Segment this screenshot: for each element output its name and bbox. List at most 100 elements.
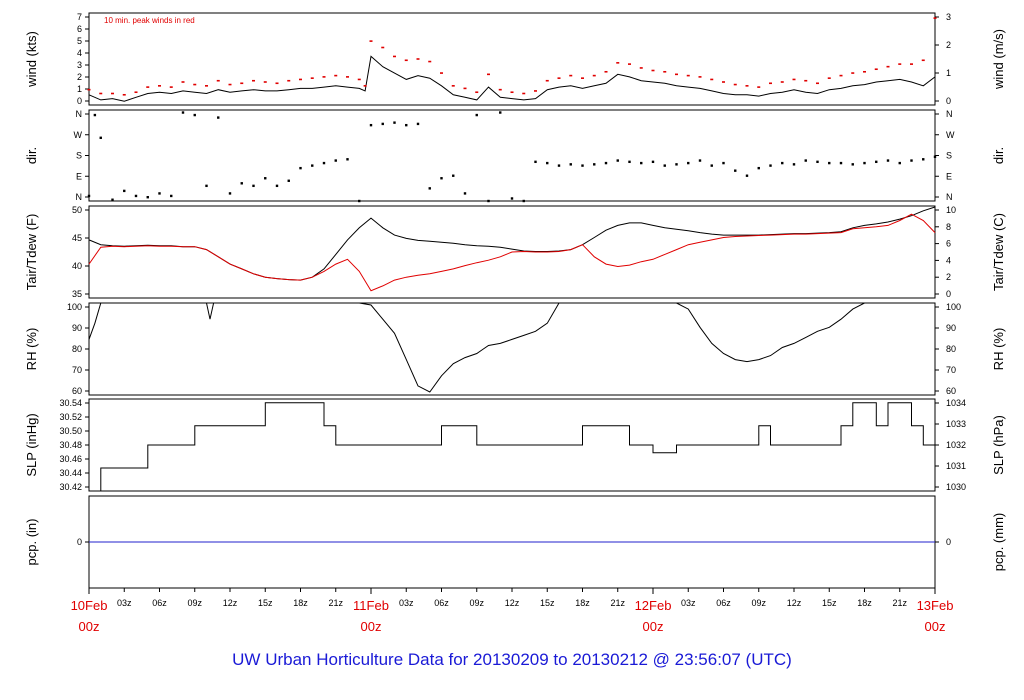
wind-peak-mark: [498, 88, 502, 91]
dir-point: [193, 113, 196, 117]
wind-ytick-label-left: 2: [77, 72, 82, 82]
wind-peak-mark: [87, 88, 91, 91]
wind-peak-mark: [639, 67, 643, 69]
dir-ytick-label-right: E: [946, 171, 952, 181]
dir-point: [381, 122, 384, 126]
dir-point: [804, 159, 807, 162]
wind-ytick-label-right: 0: [946, 96, 951, 106]
wind-ytick-label-left: 3: [77, 60, 82, 70]
wind-peak-mark: [886, 65, 890, 68]
time-tick-label: 21z: [610, 598, 625, 608]
wind-peak-mark: [122, 93, 126, 96]
wind-peak-mark: [545, 79, 549, 82]
dir-ytick-label-right: N: [946, 109, 953, 119]
dir-point: [475, 113, 478, 117]
wind-ytick-label-right: 3: [946, 12, 951, 22]
dir-point: [299, 166, 302, 170]
wind-peak-mark: [675, 73, 678, 76]
dir-ylabel-right: dir.: [991, 147, 1006, 164]
time-tick-label: 15z: [258, 598, 273, 608]
wind-peak-mark: [169, 86, 173, 88]
wind-peak-mark: [804, 79, 808, 82]
wind-peak-mark: [322, 76, 326, 78]
temp-ytick-label-right: 2: [946, 272, 951, 282]
dir-point: [322, 161, 326, 165]
time-tick-label: 09z: [751, 598, 766, 608]
dir-point: [781, 161, 784, 165]
dir-point: [816, 160, 819, 164]
dir-point: [863, 161, 866, 165]
slp-line: [89, 402, 936, 492]
wind-peak-mark: [816, 82, 819, 85]
rh-line: [88, 302, 935, 393]
wind-peak-mark: [522, 92, 526, 95]
dir-ytick-label-right: S: [946, 151, 952, 161]
rh-frame: [88, 302, 936, 396]
wind-frame: [88, 12, 936, 106]
dir-point: [510, 197, 514, 200]
wind-peak-mark: [710, 78, 714, 81]
pcp-ytick-label-left: 0: [77, 537, 82, 547]
dir-point: [745, 174, 749, 177]
dir-ytick-label-right: N: [946, 192, 953, 202]
dir-point: [264, 177, 267, 180]
dir-point: [463, 192, 467, 195]
temp-ytick-label-left: 35: [72, 289, 82, 299]
rh-ytick-label-left: 100: [67, 302, 82, 312]
dir-point: [369, 123, 373, 127]
dir-point: [134, 194, 138, 198]
dir-point: [910, 159, 913, 162]
wind-peak-mark: [205, 85, 208, 87]
dir-ytick-label-left: N: [76, 192, 83, 202]
dir-ytick-label-left: N: [76, 109, 83, 119]
wind-peak-mark: [381, 46, 385, 49]
dir-point: [875, 160, 878, 164]
wind-peak-mark: [275, 82, 279, 85]
wind-peak-mark: [369, 40, 373, 42]
wind-peak-mark: [745, 85, 749, 87]
dir-point: [181, 111, 185, 114]
wind-ylabel: wind (kts): [24, 31, 39, 88]
time-tick-label: 03z: [117, 598, 132, 608]
slp-ytick-label-left: 30.46: [59, 454, 82, 464]
day-label: 12Feb: [635, 598, 672, 613]
time-tick-label: 12z: [223, 598, 238, 608]
dir-point: [534, 160, 537, 164]
time-tick-label: 09z: [469, 598, 484, 608]
time-tick-label: 18z: [857, 598, 872, 608]
day-label: 10Feb: [71, 598, 108, 613]
wind-peak-mark: [557, 77, 561, 79]
wind-peak-mark: [722, 81, 725, 83]
wind-speed-line: [88, 55, 936, 102]
dir-ytick-label-left: S: [76, 151, 82, 161]
dir-point: [405, 123, 408, 127]
wind-ytick-label-left: 6: [77, 24, 82, 34]
wind-peak-mark: [158, 85, 161, 87]
wind-peak-mark: [686, 74, 690, 77]
day-label: 13Feb: [917, 598, 954, 613]
temp-ytick-label-right: 0: [946, 289, 951, 299]
dir-point: [240, 182, 243, 185]
wind-peak-mark: [181, 81, 185, 83]
dir-point: [158, 192, 161, 195]
wind-peak-mark: [416, 58, 420, 60]
time-tick-label: 21z: [328, 598, 343, 608]
slp-ytick-label-right: 1030: [946, 482, 966, 492]
dir-point: [687, 161, 690, 165]
time-tick-label: 09z: [187, 598, 202, 608]
wind-peak-mark: [792, 78, 796, 81]
dir-point: [886, 159, 890, 162]
wind-peak-mark: [581, 77, 584, 79]
dir-point: [710, 164, 713, 167]
wind-peak-mark: [451, 85, 455, 87]
wind-peak-mark: [111, 92, 114, 95]
rh-ytick-label-left: 80: [72, 344, 82, 354]
day-time-label: 00z: [79, 619, 100, 634]
wind-peak-mark: [757, 86, 761, 88]
wind-peak-mark: [851, 72, 855, 74]
slp-ytick-label-left: 30.52: [59, 412, 82, 422]
slp-ylabel-right: SLP (hPa): [991, 415, 1006, 475]
time-tick-label: 15z: [822, 598, 837, 608]
dir-point: [651, 160, 655, 164]
time-tick-label: 03z: [681, 598, 696, 608]
